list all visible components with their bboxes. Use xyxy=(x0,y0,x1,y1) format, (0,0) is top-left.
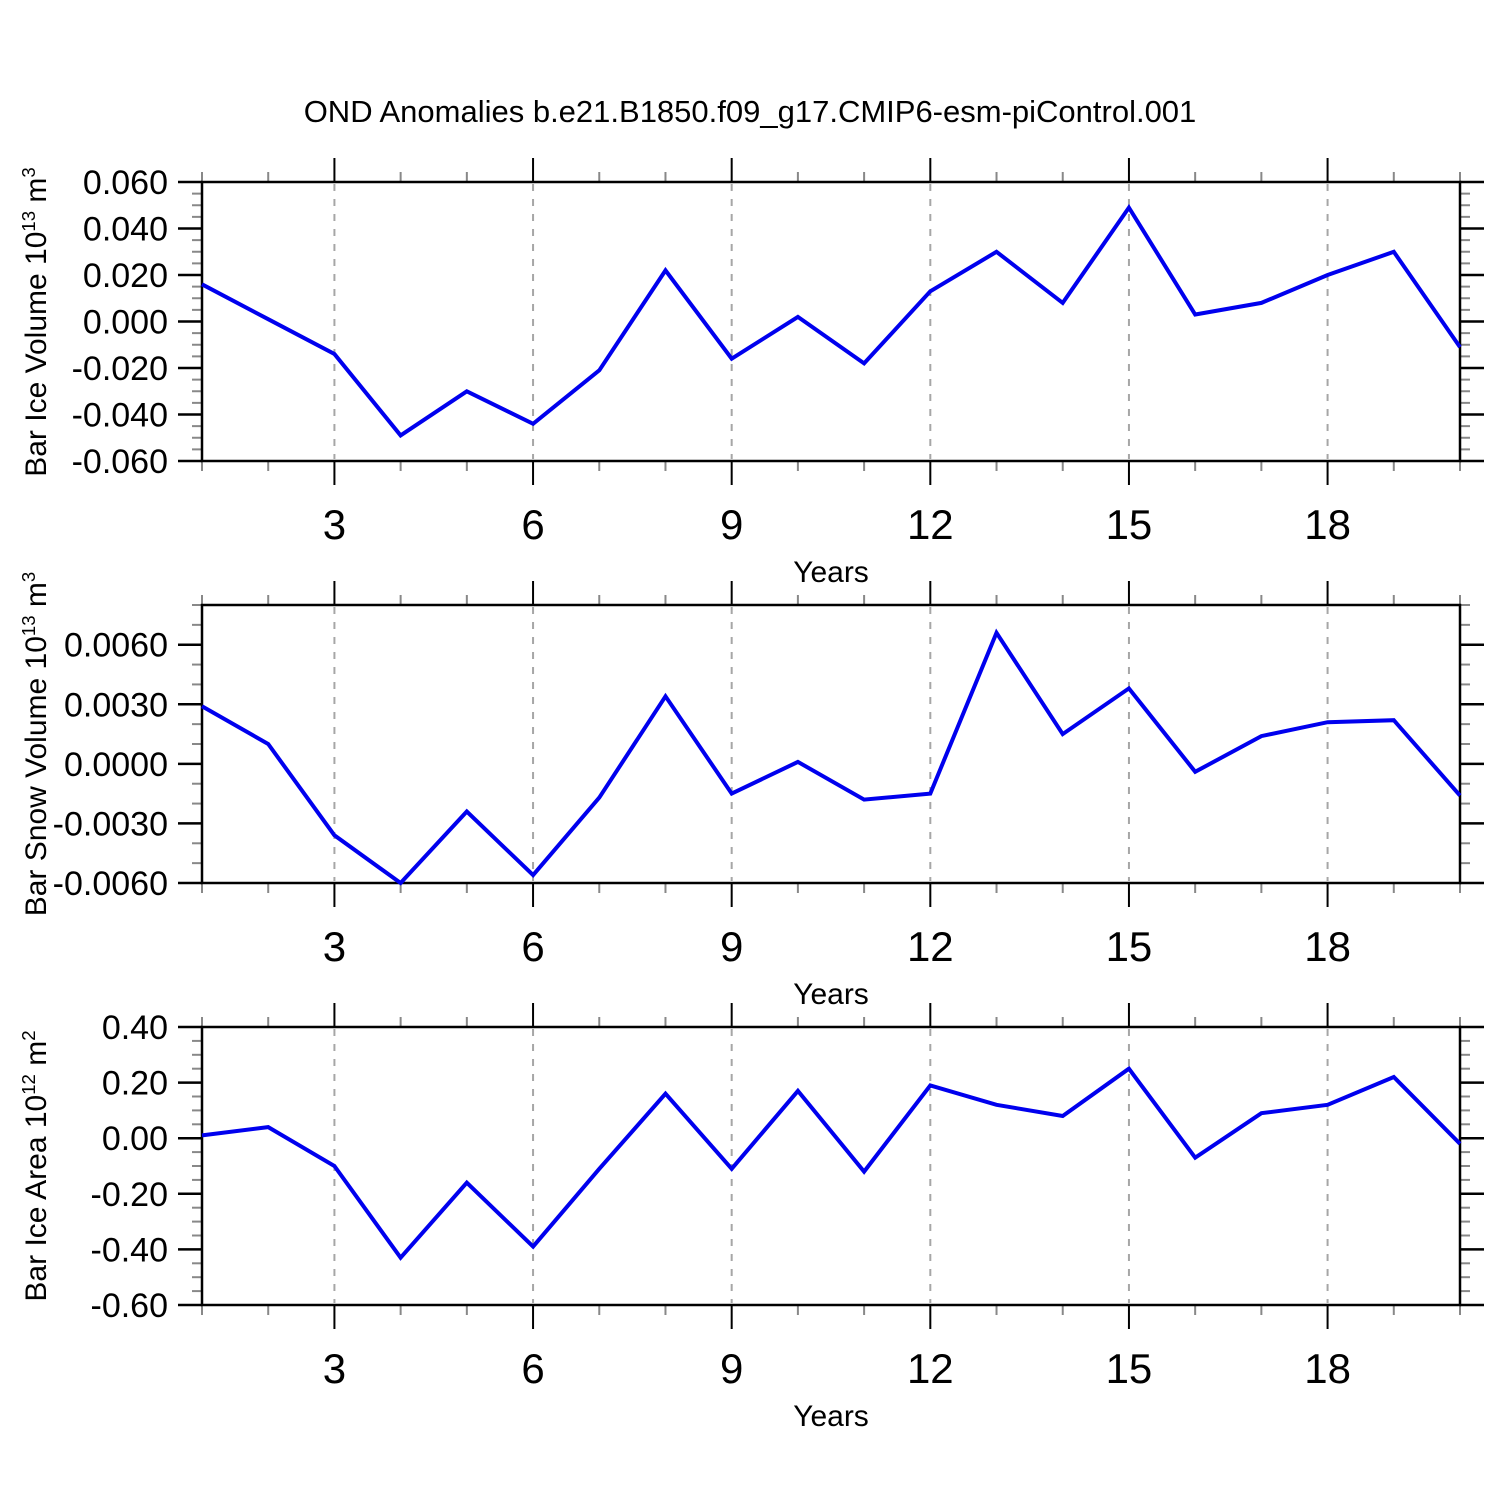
y-tick-label: -0.0060 xyxy=(53,865,168,903)
y-tick-label: -0.020 xyxy=(72,350,168,388)
x-tick-label: 15 xyxy=(1106,501,1153,548)
x-tick-label: 9 xyxy=(720,1345,743,1392)
plot-frame xyxy=(200,1025,1462,1307)
y-tick-label: 0.20 xyxy=(102,1065,168,1103)
y-tick-label: -0.060 xyxy=(72,443,168,481)
y-tick-label: 0.020 xyxy=(83,257,168,295)
plot-frame xyxy=(200,180,1462,463)
x-tick-label: 15 xyxy=(1106,1345,1153,1392)
x-tick-label: 18 xyxy=(1304,923,1351,970)
y-tick-label: 0.40 xyxy=(102,1009,168,1047)
x-axis-title: Years xyxy=(793,978,869,1011)
x-tick-label: 3 xyxy=(323,501,346,548)
data-line-ice-area xyxy=(201,1065,1462,1261)
y-tick-label: -0.60 xyxy=(91,1287,169,1325)
x-tick-label: 6 xyxy=(521,923,544,970)
x-tick-label: 15 xyxy=(1106,923,1153,970)
y-tick-label: 0.0030 xyxy=(64,686,168,724)
y-tick-label: -0.20 xyxy=(91,1176,169,1214)
x-tick-label: 12 xyxy=(907,1345,954,1392)
x-tick-label: 12 xyxy=(907,923,954,970)
x-tick-label: 9 xyxy=(720,501,743,548)
x-tick-label: 6 xyxy=(521,501,544,548)
x-tick-label: 9 xyxy=(720,923,743,970)
y-tick-label: 0.060 xyxy=(83,164,168,202)
y-tick-label: 0.0060 xyxy=(64,627,168,665)
figure-title: OND Anomalies b.e21.B1850.f09_g17.CMIP6-… xyxy=(303,94,1197,129)
x-tick-label: 18 xyxy=(1304,1345,1351,1392)
data-line-ice-volume xyxy=(201,203,1462,439)
y-tick-label: -0.040 xyxy=(72,397,168,435)
y-tick-label: 0.00 xyxy=(102,1120,168,1158)
plot-frame xyxy=(200,603,1462,885)
x-tick-label: 3 xyxy=(323,923,346,970)
x-tick-label: 18 xyxy=(1304,501,1351,548)
y-tick-label: 0.040 xyxy=(83,211,168,249)
x-axis-title: Years xyxy=(793,1400,869,1433)
y-tick-label: -0.0030 xyxy=(53,805,168,843)
x-axis-title: Years xyxy=(793,556,869,589)
y-tick-label: -0.40 xyxy=(91,1231,169,1269)
data-line-snow-volume xyxy=(201,628,1462,886)
x-tick-label: 6 xyxy=(521,1345,544,1392)
y-tick-label: 0.000 xyxy=(83,304,168,342)
y-tick-label: 0.0000 xyxy=(64,746,168,784)
x-tick-label: 12 xyxy=(907,501,954,548)
x-tick-label: 3 xyxy=(323,1345,346,1392)
